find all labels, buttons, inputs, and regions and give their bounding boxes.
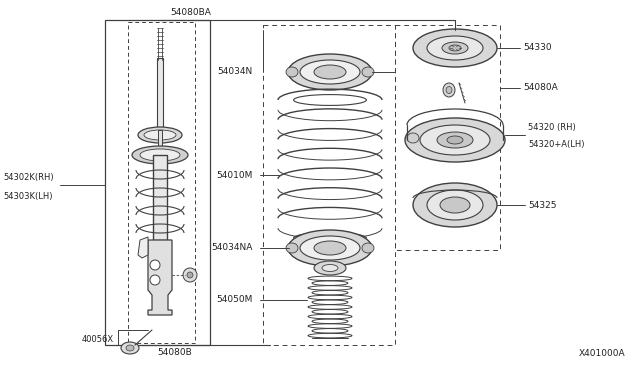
Ellipse shape bbox=[446, 87, 452, 93]
Text: 54050M: 54050M bbox=[216, 295, 253, 305]
Ellipse shape bbox=[427, 190, 483, 220]
Polygon shape bbox=[138, 237, 148, 258]
Ellipse shape bbox=[286, 67, 298, 77]
Ellipse shape bbox=[288, 54, 372, 90]
Ellipse shape bbox=[138, 127, 182, 143]
Ellipse shape bbox=[288, 230, 372, 266]
Ellipse shape bbox=[140, 149, 180, 161]
Text: 54320+A(LH): 54320+A(LH) bbox=[528, 140, 584, 149]
Bar bbox=[153, 155, 167, 240]
Ellipse shape bbox=[362, 67, 374, 77]
Ellipse shape bbox=[440, 197, 470, 213]
Ellipse shape bbox=[413, 29, 497, 67]
Ellipse shape bbox=[362, 243, 374, 253]
Ellipse shape bbox=[314, 241, 346, 255]
Ellipse shape bbox=[183, 268, 197, 282]
Ellipse shape bbox=[187, 272, 193, 278]
Text: 54010M: 54010M bbox=[216, 170, 253, 180]
Ellipse shape bbox=[286, 243, 298, 253]
Text: 54320 (RH): 54320 (RH) bbox=[528, 123, 576, 132]
Ellipse shape bbox=[150, 275, 160, 285]
Ellipse shape bbox=[144, 130, 176, 140]
Ellipse shape bbox=[449, 45, 461, 51]
Bar bbox=[157, 58, 163, 135]
Text: 40056X: 40056X bbox=[82, 336, 114, 344]
Ellipse shape bbox=[126, 345, 134, 351]
Text: 54034NA: 54034NA bbox=[212, 244, 253, 253]
Ellipse shape bbox=[322, 264, 338, 272]
Ellipse shape bbox=[442, 42, 468, 54]
Text: X401000A: X401000A bbox=[579, 349, 625, 358]
Ellipse shape bbox=[437, 132, 473, 148]
Text: 54080BA: 54080BA bbox=[170, 8, 211, 17]
Ellipse shape bbox=[150, 260, 160, 270]
Polygon shape bbox=[148, 240, 172, 315]
Text: 54080A: 54080A bbox=[523, 83, 557, 93]
Text: 54302K(RH): 54302K(RH) bbox=[3, 173, 54, 182]
Ellipse shape bbox=[413, 183, 497, 227]
Ellipse shape bbox=[121, 342, 139, 354]
Bar bbox=[158, 130, 162, 155]
Ellipse shape bbox=[405, 118, 505, 162]
Ellipse shape bbox=[407, 133, 419, 143]
Ellipse shape bbox=[443, 83, 455, 97]
Ellipse shape bbox=[447, 136, 463, 144]
Ellipse shape bbox=[314, 65, 346, 79]
Ellipse shape bbox=[427, 36, 483, 60]
Bar bbox=[263, 25, 395, 345]
Bar bbox=[395, 25, 500, 250]
Text: 54303K(LH): 54303K(LH) bbox=[3, 192, 52, 201]
Ellipse shape bbox=[300, 236, 360, 260]
Bar bbox=[128, 22, 195, 343]
Text: 54034N: 54034N bbox=[218, 67, 253, 77]
Text: 54080B: 54080B bbox=[157, 348, 193, 357]
Ellipse shape bbox=[300, 60, 360, 84]
Ellipse shape bbox=[132, 146, 188, 164]
Text: 54325: 54325 bbox=[528, 201, 557, 209]
Ellipse shape bbox=[420, 125, 490, 155]
Text: 54330: 54330 bbox=[523, 44, 552, 52]
Bar bbox=[105, 20, 210, 345]
Ellipse shape bbox=[314, 261, 346, 275]
